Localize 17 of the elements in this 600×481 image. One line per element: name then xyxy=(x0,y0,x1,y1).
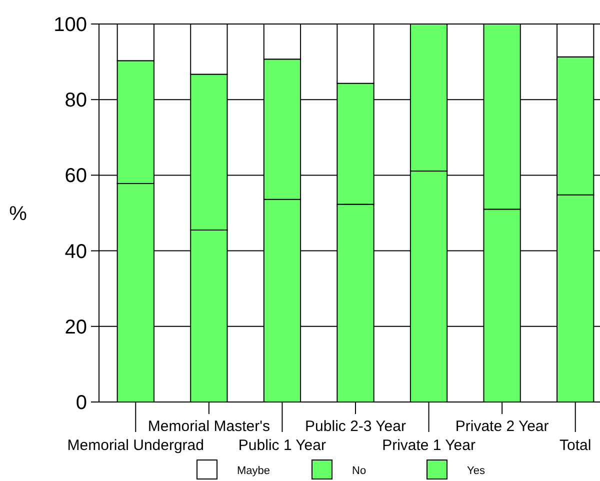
legend-label: Yes xyxy=(467,464,486,477)
x-tick-label: Private 2 Year xyxy=(455,418,549,435)
x-tick-label: Total xyxy=(560,437,592,454)
y-tick-label: 40 xyxy=(64,240,87,263)
y-tick-label: 100 xyxy=(54,14,87,36)
x-tick-label: Memorial Master's xyxy=(148,418,270,435)
legend-label: No xyxy=(352,464,366,477)
y-tick-label: 20 xyxy=(64,316,87,338)
x-tick-label: Memorial Undergrad xyxy=(67,437,204,454)
y-tick-label: 80 xyxy=(64,90,87,112)
y-tick-label: 0 xyxy=(76,392,87,414)
x-tick-label: Public 2-3 Year xyxy=(305,418,406,435)
x-tick-label: Public 1 Year xyxy=(238,437,326,454)
legend-label: Maybe xyxy=(237,464,270,477)
x-tick-label: Private 1 Year xyxy=(382,437,476,454)
y-axis-title: % xyxy=(9,203,28,225)
y-tick-label: 60 xyxy=(64,165,87,188)
